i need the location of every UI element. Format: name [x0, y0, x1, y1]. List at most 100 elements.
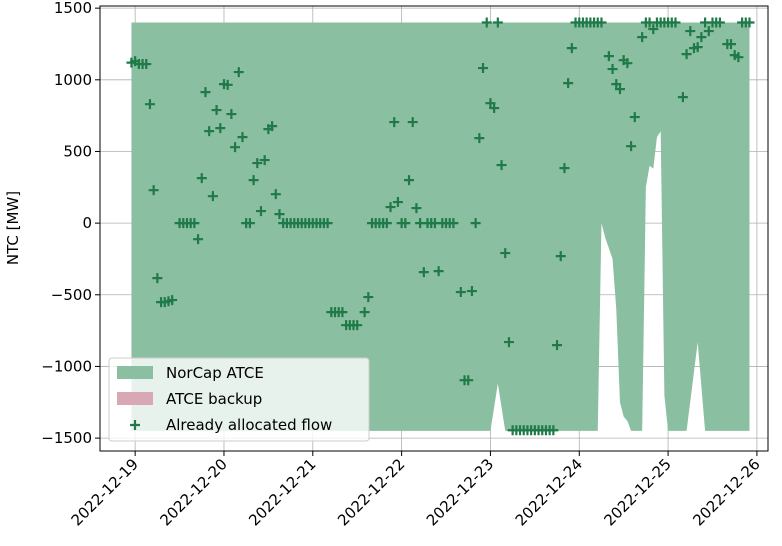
y-tick-label: 1500	[54, 0, 92, 17]
legend-swatch	[117, 392, 153, 405]
point	[196, 173, 207, 184]
point	[200, 87, 211, 98]
x-tick-label: 2022-12-20	[156, 455, 230, 529]
point	[255, 206, 266, 217]
point	[237, 132, 248, 143]
point	[725, 39, 736, 50]
point	[470, 218, 481, 229]
y-tick-label: 0	[82, 214, 92, 232]
point	[404, 175, 415, 186]
point	[677, 92, 688, 103]
point	[500, 248, 511, 259]
point	[696, 32, 707, 43]
legend-box	[108, 357, 370, 442]
point	[496, 160, 507, 171]
point	[144, 99, 155, 110]
point	[418, 267, 429, 278]
legend: NorCap ATCE ATCE backup Already allocated …	[108, 357, 370, 442]
point	[274, 209, 285, 220]
point	[207, 191, 218, 202]
point	[215, 123, 226, 134]
point	[681, 49, 692, 60]
point	[141, 59, 152, 70]
point	[211, 105, 222, 116]
point	[193, 234, 204, 245]
point	[489, 103, 500, 114]
legend-swatch	[117, 366, 153, 379]
point	[392, 197, 403, 208]
point	[648, 24, 659, 35]
point	[466, 286, 477, 297]
legend-label: ATCE backup	[166, 390, 262, 408]
point	[744, 17, 755, 28]
point	[189, 218, 200, 229]
y-tick-label: −500	[51, 286, 92, 304]
point	[611, 79, 622, 90]
point	[692, 42, 703, 53]
point	[455, 287, 466, 298]
point	[152, 273, 163, 284]
point	[244, 218, 255, 229]
y-tick-label: −1500	[41, 429, 92, 447]
point	[381, 218, 392, 229]
point	[733, 52, 744, 63]
point	[148, 185, 159, 196]
point	[481, 17, 492, 28]
point	[267, 121, 278, 132]
point	[233, 67, 244, 78]
point	[563, 78, 574, 89]
point	[385, 202, 396, 213]
legend-label: Already allocated flow	[166, 416, 332, 434]
x-tick-label: 2022-12-23	[423, 455, 497, 529]
y-tick-label: 500	[63, 142, 92, 160]
point	[230, 142, 241, 153]
point	[411, 203, 422, 214]
point	[167, 295, 178, 306]
x-tick-label: 2022-12-25	[601, 455, 675, 529]
point	[252, 158, 263, 169]
point	[359, 307, 370, 318]
point	[559, 163, 570, 174]
point	[400, 218, 411, 229]
point	[463, 375, 474, 386]
point	[685, 26, 696, 37]
point	[478, 63, 489, 74]
point	[248, 175, 259, 186]
point	[363, 292, 374, 303]
point	[607, 64, 618, 75]
legend-label: NorCap ATCE	[166, 364, 264, 382]
point	[603, 51, 614, 62]
plot-frame	[99, 5, 769, 452]
point	[492, 17, 503, 28]
area	[131, 22, 750, 431]
x-tick-label: 2022-12-26	[689, 455, 763, 529]
y-axis-label: NTC [MW]	[4, 191, 22, 265]
point	[548, 425, 559, 436]
x-tick-label: 2022-12-21	[245, 455, 319, 529]
point	[670, 17, 681, 28]
point	[337, 307, 348, 318]
y-tick-label: −1000	[41, 357, 92, 375]
point	[703, 26, 714, 37]
point	[448, 218, 459, 229]
point	[714, 17, 725, 28]
point	[596, 17, 607, 28]
point	[629, 112, 640, 123]
point	[474, 133, 485, 144]
point	[389, 117, 400, 128]
point	[503, 337, 514, 348]
point	[226, 109, 237, 120]
point	[637, 32, 648, 43]
point	[259, 155, 270, 166]
point	[552, 340, 563, 351]
point	[222, 79, 233, 90]
point	[407, 117, 418, 128]
legend-marker	[130, 420, 140, 430]
point	[626, 141, 637, 152]
point	[566, 43, 577, 54]
point	[352, 320, 363, 331]
x-tick-label: 2022-12-19	[68, 455, 142, 529]
point	[614, 84, 625, 95]
